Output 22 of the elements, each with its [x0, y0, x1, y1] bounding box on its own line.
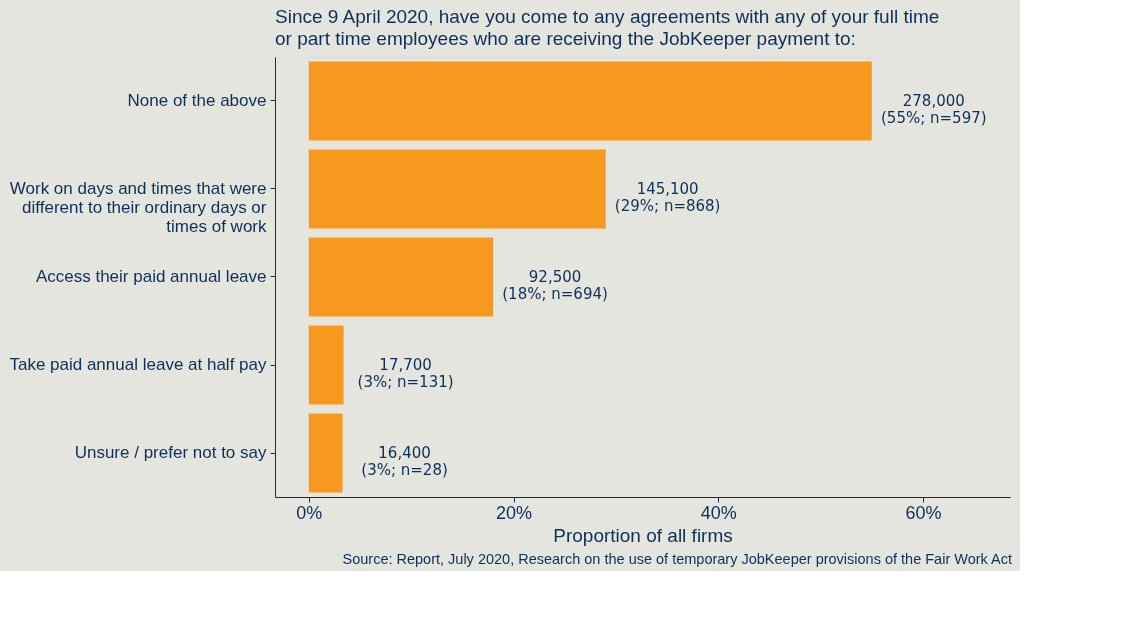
- bar: [308, 413, 343, 493]
- y-tick-label: Take paid annual leave at half pay: [9, 355, 267, 374]
- x-tick-label: 40%: [700, 502, 737, 523]
- chart-title: Since 9 April 2020, have you come to any agreements with any of your full time or part time employees who are receiving the JobKeeper payment to:: [275, 6, 940, 49]
- data-label: 278,000 (55%; n=597): [881, 92, 987, 127]
- bar: [308, 237, 494, 317]
- bar: [308, 149, 606, 229]
- data-label: 17,700 (3%; n=131): [357, 356, 454, 391]
- x-tick-label: 0%: [296, 502, 323, 523]
- data-label: 16,400 (3%; n=28): [361, 444, 448, 479]
- bar: [308, 325, 344, 405]
- data-label: 145,100 (29%; n=868): [614, 180, 721, 215]
- bar: [308, 61, 872, 141]
- y-tick-label: Access their paid annual leave: [35, 267, 267, 286]
- source-note: Source: Report, July 2020, Research on the use of temporary JobKeeper provisions of the Fair Work Act: [342, 551, 1012, 567]
- x-axis-title: Proportion of all firms: [553, 524, 733, 546]
- y-tick-label: Work on days and times that were different to their ordinary days or times of work: [9, 179, 267, 236]
- data-label: 92,500 (18%; n=694): [502, 268, 608, 303]
- x-tick-label: 60%: [905, 502, 942, 523]
- y-tick-label: Unsure / prefer not to say: [74, 443, 267, 462]
- x-tick-label: 20%: [496, 502, 533, 523]
- y-tick-label: None of the above: [127, 91, 267, 110]
